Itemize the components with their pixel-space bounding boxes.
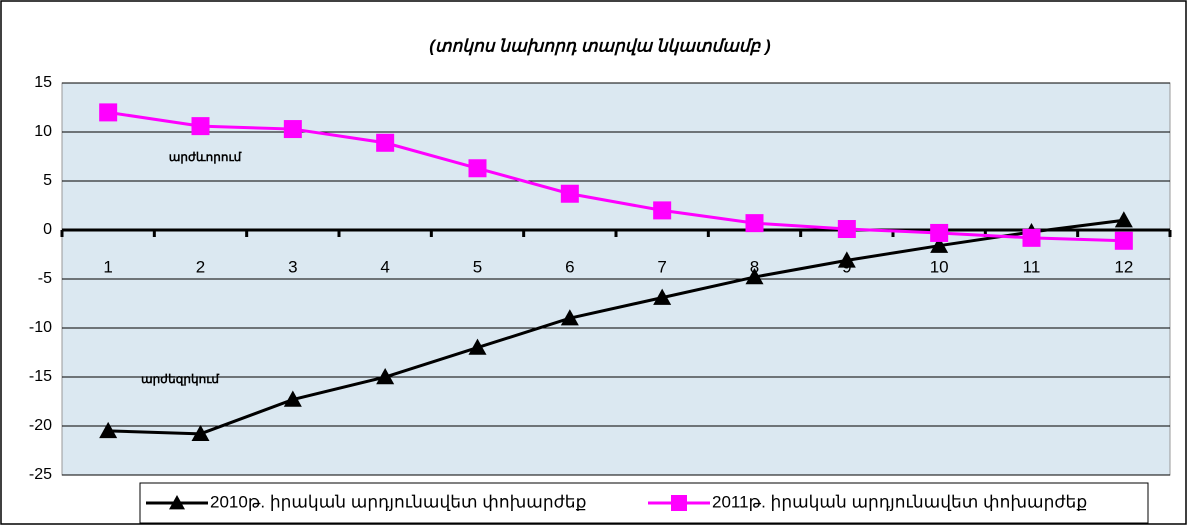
marker <box>468 338 487 355</box>
marker <box>745 268 764 285</box>
marker <box>283 390 302 407</box>
annotation: արժեզրկում <box>141 372 220 386</box>
marker <box>837 220 856 239</box>
marker <box>930 223 949 242</box>
y-tick-label: -15 <box>29 368 52 385</box>
chart-title: (տոկոս նախորդ տարվա նկատմամբ ) <box>429 36 771 55</box>
marker <box>468 159 487 178</box>
legend <box>139 482 1149 524</box>
marker <box>671 495 687 511</box>
marker <box>376 368 395 385</box>
y-tick-label: -10 <box>29 319 52 336</box>
marker <box>653 288 672 305</box>
y-tick-label: -25 <box>29 466 52 483</box>
marker <box>560 309 579 326</box>
y-tick-label: -5 <box>38 270 52 287</box>
marker <box>560 184 579 203</box>
y-tick-label: -20 <box>29 417 52 434</box>
marker <box>930 236 949 253</box>
x-tick-label: 2 <box>196 257 205 276</box>
marker <box>99 103 118 122</box>
x-tick-label: 3 <box>288 257 297 276</box>
x-tick-label: 7 <box>657 257 666 276</box>
marker <box>376 133 395 152</box>
legend-label: 2010թ. իրական արդյունավետ փոխարժեք <box>210 492 586 511</box>
marker <box>191 424 210 442</box>
x-tick-label: 1 <box>103 257 112 276</box>
x-tick-label: 5 <box>473 257 482 276</box>
marker <box>1114 231 1133 250</box>
marker <box>837 251 856 268</box>
legend-label: 2011թ. իրական արդյունավետ փոխարժեք <box>712 492 1087 511</box>
y-tick-label: 5 <box>43 172 52 189</box>
x-tick-label: 11 <box>1023 257 1041 276</box>
x-tick-label: 6 <box>565 257 574 276</box>
marker <box>99 421 118 439</box>
series-line <box>107 110 1124 243</box>
marker <box>169 495 185 510</box>
y-tick-label: 15 <box>34 74 52 91</box>
y-tick-label: 10 <box>34 123 52 140</box>
x-tick-label: 8 <box>750 257 759 276</box>
series-line <box>108 218 1125 436</box>
annotation: արժևորում <box>169 150 243 164</box>
marker <box>745 214 764 233</box>
x-tick-label: 10 <box>930 257 949 276</box>
marker <box>653 201 672 220</box>
x-tick-label: 4 <box>380 257 389 276</box>
marker <box>191 117 210 136</box>
y-tick-label: 0 <box>43 221 52 238</box>
marker <box>283 120 302 139</box>
marker <box>1022 228 1041 247</box>
marker <box>1114 211 1133 228</box>
x-tick-label: 12 <box>1114 257 1133 276</box>
